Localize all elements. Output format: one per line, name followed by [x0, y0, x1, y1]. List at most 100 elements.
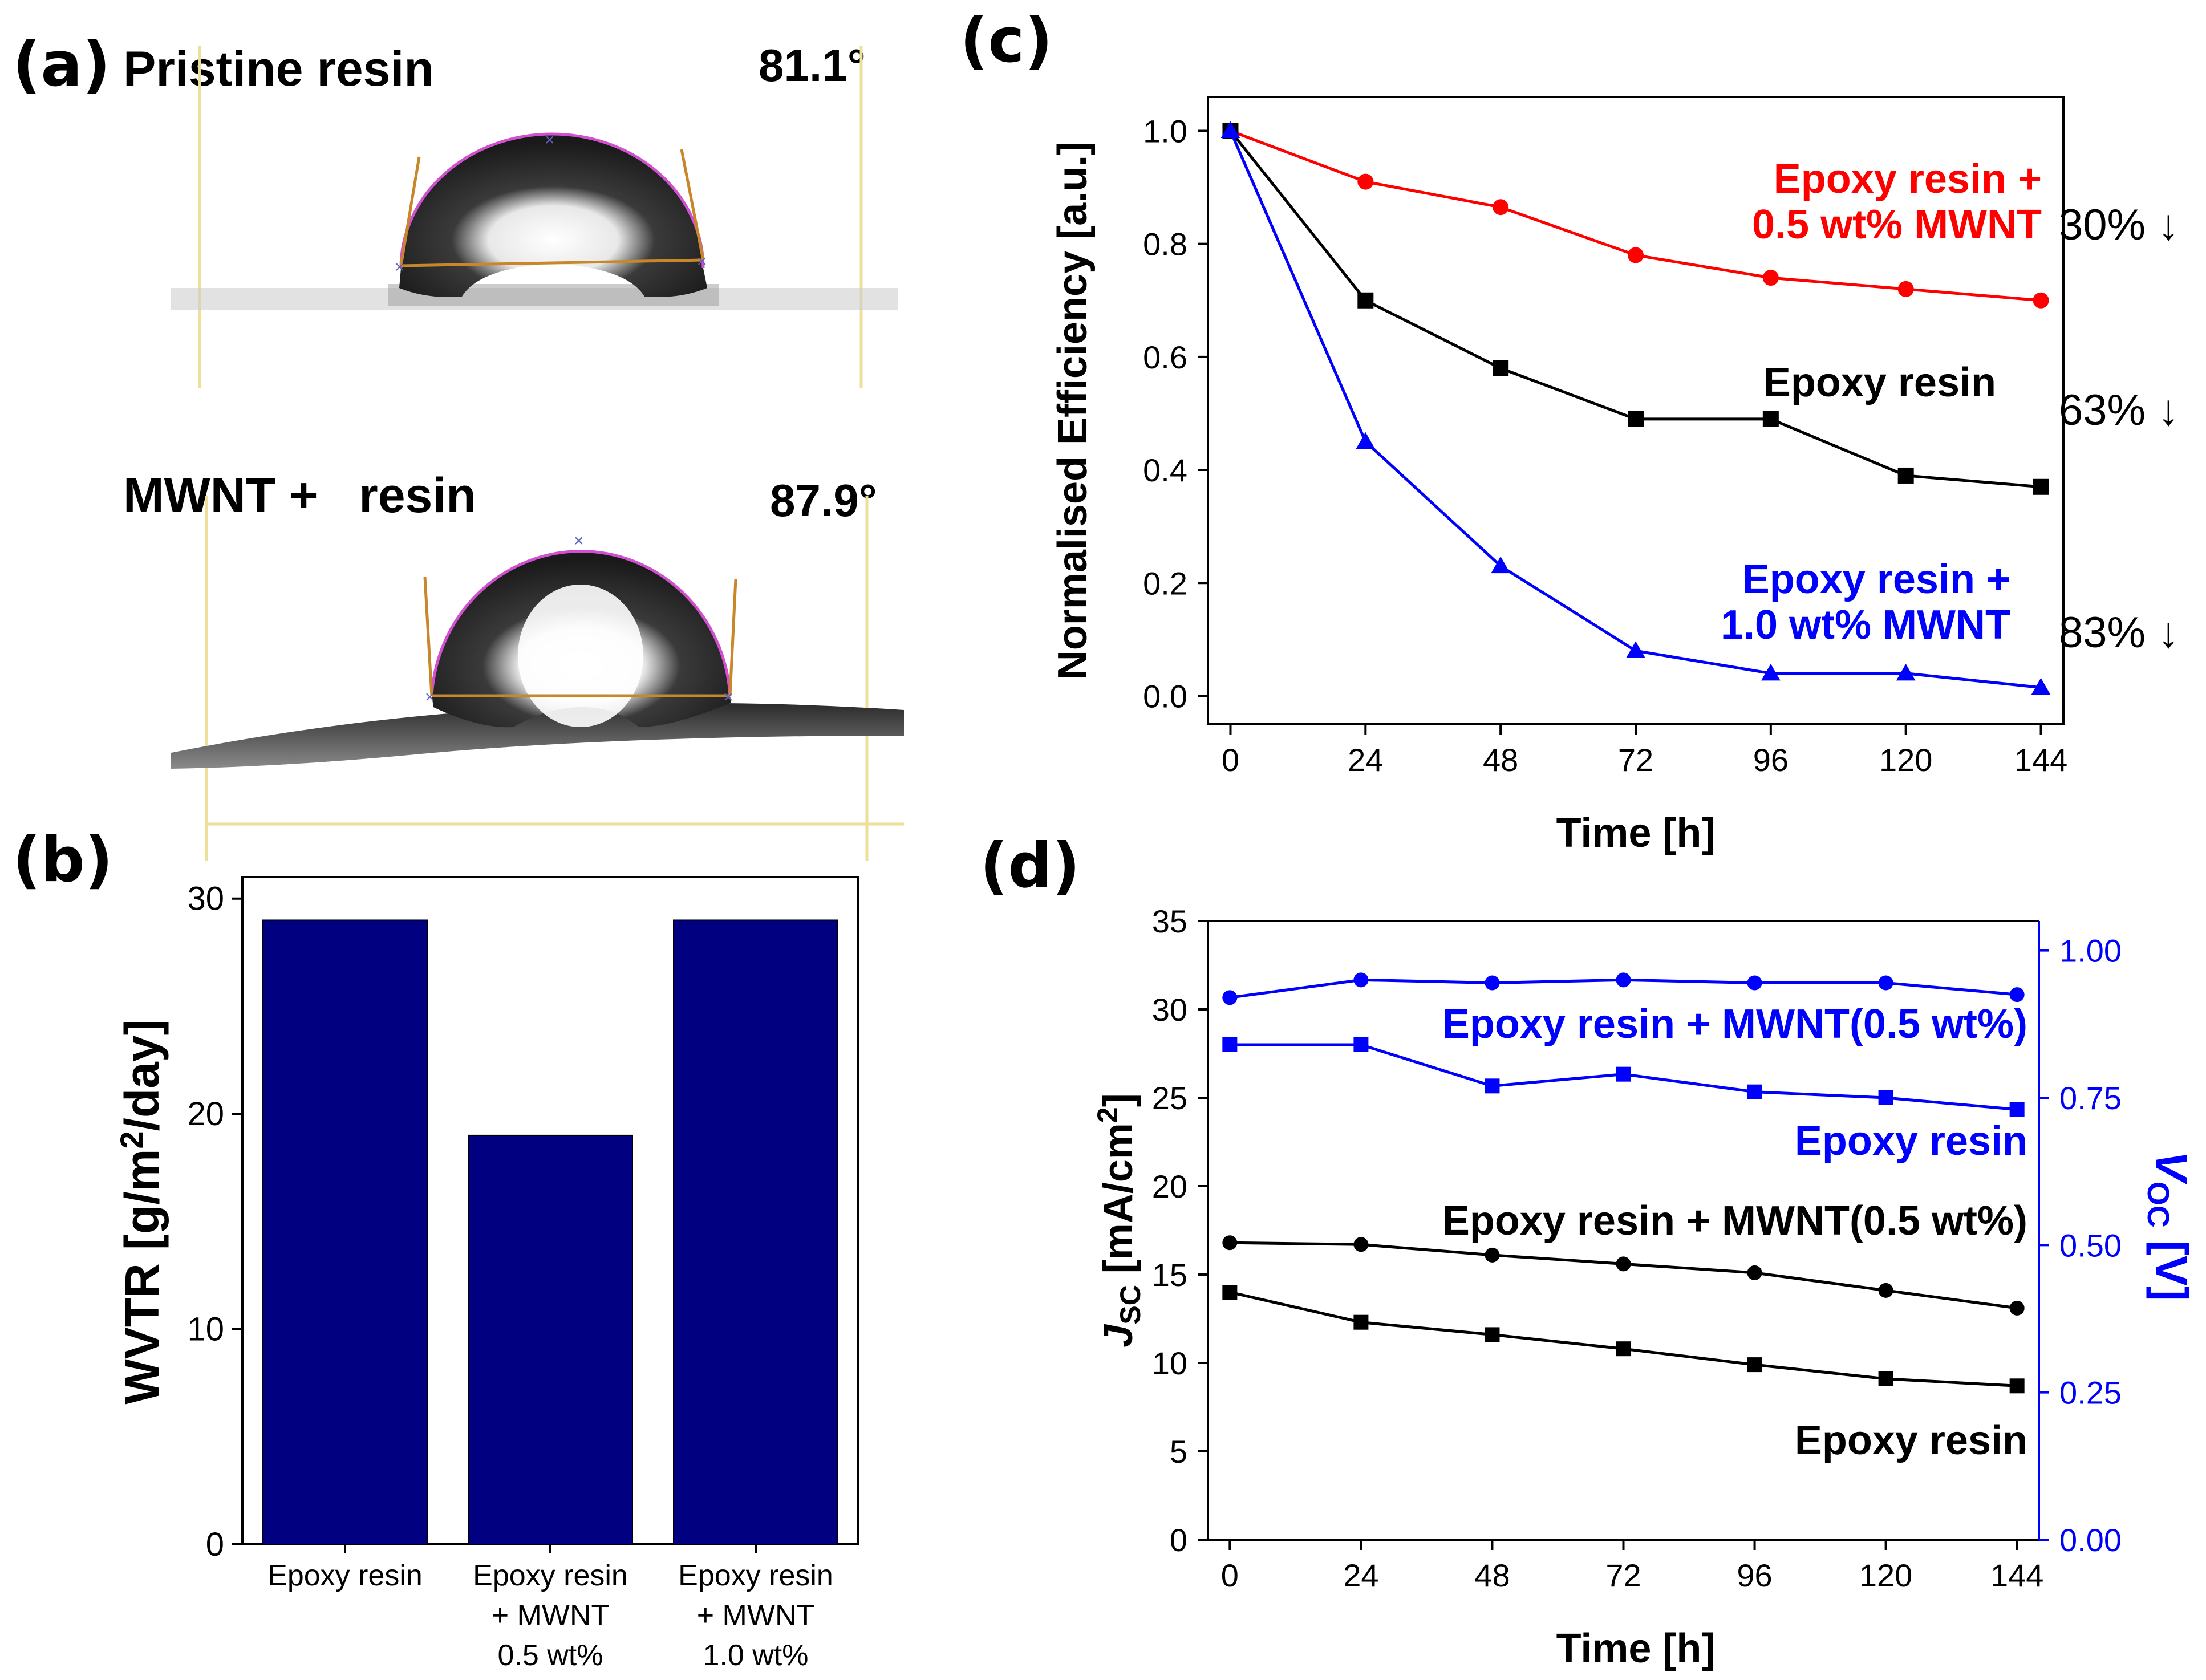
- x-labels-b: Epoxy resin Epoxy resin + MWNT 0.5 wt% Epoxy…: [267, 1544, 833, 1672]
- y-tick-label-left-d: 20: [1152, 1168, 1187, 1204]
- y-tick-label-b: 30: [187, 880, 224, 918]
- data-point-d-2: [1222, 1235, 1238, 1251]
- x-axis-label-c: Time [h]: [1556, 810, 1716, 856]
- x-tick-label-c: 144: [2014, 742, 2067, 778]
- drop-label-c-1: 63% ↓: [2059, 386, 2179, 435]
- data-point-c-0: [1493, 199, 1509, 216]
- annotation-d-1: Epoxy resin: [1795, 1118, 2027, 1164]
- data-point-c-2: [1356, 432, 1376, 449]
- data-point-c-1: [1628, 411, 1644, 427]
- svg-text:×: ×: [425, 688, 435, 707]
- series-label-c-2: 1.0 wt% MWNT: [1721, 602, 2010, 648]
- x-tick-label-c: 72: [1618, 742, 1653, 778]
- data-point-d-0: [2009, 987, 2025, 1003]
- y-tick-label-c: 0.0: [1143, 678, 1187, 714]
- x-tick-label-b: Epoxy resin: [267, 1559, 423, 1592]
- data-point-d-0: [1747, 975, 1762, 991]
- panel-label-c: (c): [960, 5, 1053, 76]
- x-tick-label-d: 72: [1605, 1557, 1641, 1593]
- data-point-d-2: [1485, 1247, 1500, 1263]
- x-tick-label-d: 120: [1859, 1557, 1912, 1593]
- y-tick-label-left-d: 25: [1152, 1080, 1187, 1116]
- data-point-d-1: [1222, 1037, 1238, 1052]
- y-tick-label-c: 1.0: [1143, 113, 1187, 149]
- data-point-d-3: [1878, 1371, 1893, 1386]
- x-tick-label-b: + MWNT: [492, 1599, 610, 1632]
- x-axis-label-d: Time [h]: [1556, 1626, 1716, 1671]
- panel-b: (b) 0 10 20 30 Epoxy resin Epoxy resin + MWNT…: [13, 825, 859, 1672]
- droplet-image-top: × × ×: [171, 46, 898, 388]
- x-tick-label-c: 24: [1348, 742, 1383, 778]
- droplet-image-bottom: × × ×: [171, 496, 904, 861]
- series-label-c-0: 0.5 wt% MWNT: [1752, 202, 2042, 247]
- data-point-d-2: [2009, 1300, 2025, 1316]
- data-point-d-1: [1616, 1066, 1631, 1082]
- data-point-c-0: [1897, 281, 1914, 297]
- axis-ticks-c: 0 24 48 72 96 120 144 0.0 0.2 0.4 0.6 0.8 1.0: [1143, 113, 2067, 778]
- data-point-d-3: [2009, 1378, 2025, 1394]
- x-tick-label-d: 24: [1343, 1557, 1378, 1593]
- y-tick-label-right-d: 0.25: [2059, 1375, 2122, 1411]
- y-tick-label-c: 0.2: [1143, 565, 1187, 601]
- panel-label-a: (a): [13, 29, 111, 100]
- data-point-d-1: [1485, 1078, 1500, 1094]
- bar-0: [262, 919, 428, 1545]
- x-tick-label-c: 48: [1483, 742, 1518, 778]
- y-tick-label-left-d: 30: [1152, 992, 1187, 1028]
- bars-b: [262, 919, 838, 1545]
- data-point-c-1: [2033, 478, 2049, 495]
- svg-text:×: ×: [574, 531, 584, 550]
- data-point-c-0: [1357, 173, 1374, 190]
- data-point-d-0: [1878, 975, 1893, 991]
- x-tick-label-d: 96: [1737, 1557, 1772, 1593]
- top-contact-angle: 81.1°: [759, 40, 866, 91]
- series-line-d-3: [1229, 1291, 2017, 1387]
- svg-text:×: ×: [545, 131, 555, 149]
- x-tick-label-d: 0: [1221, 1557, 1239, 1593]
- data-point-d-0: [1353, 972, 1369, 988]
- series-line-d-2: [1230, 1241, 2017, 1310]
- data-point-d-2: [1353, 1237, 1369, 1252]
- data-point-d-0: [1222, 990, 1238, 1005]
- y-tick-label-left-d: 0: [1170, 1522, 1187, 1558]
- y-tick-label-right-d: 0.00: [2059, 1522, 2122, 1558]
- x-tick-label-b: + MWNT: [697, 1599, 815, 1632]
- x-tick-label-c: 96: [1753, 742, 1789, 778]
- series-label-c-0: Epoxy resin +: [1774, 156, 2042, 202]
- y-tick-label-c: 0.6: [1143, 339, 1187, 375]
- y-tick-label-c: 0.4: [1143, 452, 1187, 488]
- svg-text:×: ×: [723, 688, 733, 707]
- series-d: [1222, 972, 2025, 1394]
- data-point-c-1: [1493, 360, 1509, 376]
- y-axis-label-c: Normalised Efficiency [a.u.]: [1050, 141, 1096, 680]
- x-tick-label-b: Epoxy resin: [473, 1559, 628, 1592]
- data-point-c-2: [1896, 664, 1916, 681]
- data-point-d-3: [1485, 1327, 1500, 1342]
- y-axis-label-left-d: JSC [mA/cm2]: [1092, 1093, 1146, 1347]
- top-sample-label: Pristine resin: [123, 42, 434, 96]
- data-point-d-0: [1616, 972, 1631, 988]
- data-point-c-0: [1762, 270, 1779, 286]
- data-point-d-3: [1353, 1314, 1369, 1330]
- svg-text:×: ×: [395, 258, 405, 277]
- data-point-c-1: [1357, 292, 1374, 309]
- data-point-c-2: [1626, 641, 1645, 658]
- y-tick-label-left-d: 15: [1152, 1257, 1187, 1293]
- x-tick-label-b: 1.0 wt%: [703, 1639, 809, 1672]
- data-point-d-2: [1878, 1283, 1893, 1298]
- annotation-d-0: Epoxy resin + MWNT(0.5 wt%): [1442, 1001, 2027, 1047]
- annotation-d-3: Epoxy resin: [1795, 1418, 2027, 1463]
- x-tick-label-d: 144: [1990, 1557, 2043, 1593]
- data-point-d-1: [1747, 1084, 1762, 1099]
- data-point-c-0: [1628, 247, 1644, 263]
- bar-1: [468, 1134, 633, 1545]
- panel-a: (a) Pristine resin 81.1° × × × MWNT + re…: [13, 29, 904, 861]
- data-point-c-2: [2031, 677, 2051, 695]
- bottom-contact-angle: 87.9°: [770, 475, 877, 526]
- axis-ticks-d: 0 24 48 72 96 120 144 0 5 10 15 20 25 30 35 0.00 0.25 0.5…: [1152, 903, 2122, 1593]
- data-point-d-1: [1878, 1090, 1893, 1105]
- x-tick-label-c: 120: [1879, 742, 1932, 778]
- data-point-d-3: [1747, 1357, 1762, 1373]
- y-ticks-b: 0 10 20 30: [187, 880, 242, 1563]
- annotation-d-2: Epoxy resin + MWNT(0.5 wt%): [1442, 1198, 2027, 1244]
